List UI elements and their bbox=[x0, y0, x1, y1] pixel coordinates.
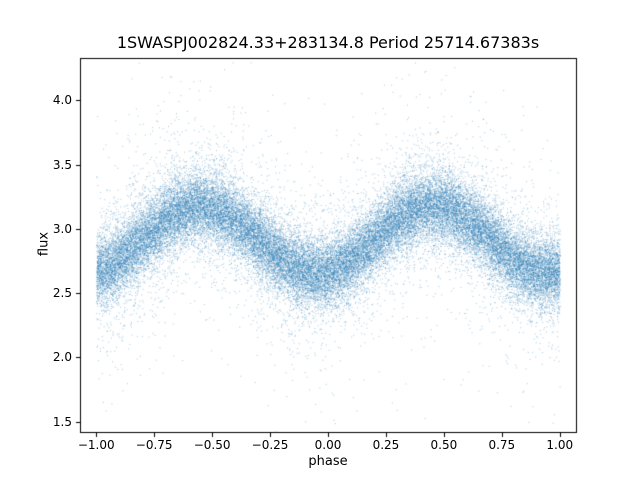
x-tick-label: 0.75 bbox=[488, 438, 516, 452]
y-tick-label: 2.5 bbox=[52, 286, 72, 301]
x-tick-label: −0.75 bbox=[135, 438, 173, 452]
x-tick-label: 0.50 bbox=[430, 438, 458, 452]
x-tick-label: 0.25 bbox=[372, 438, 400, 452]
x-tick-label: 1.00 bbox=[546, 438, 574, 452]
chart-title: 1SWASPJ002824.33+283134.8 Period 25714.6… bbox=[116, 33, 540, 52]
y-tick-label: 2.0 bbox=[52, 350, 72, 365]
x-tick-label: −1.00 bbox=[77, 438, 115, 452]
y-tick-label: 4.0 bbox=[52, 93, 72, 108]
x-tick-label: 0.00 bbox=[314, 438, 342, 452]
y-tick-label: 3.5 bbox=[52, 157, 72, 172]
x-tick-label: −0.25 bbox=[251, 438, 289, 452]
x-tick-label: −0.50 bbox=[193, 438, 231, 452]
y-tick-label: 1.5 bbox=[52, 414, 72, 429]
x-axis-label: phase bbox=[308, 454, 348, 469]
y-tick-label: 3.0 bbox=[52, 221, 72, 236]
